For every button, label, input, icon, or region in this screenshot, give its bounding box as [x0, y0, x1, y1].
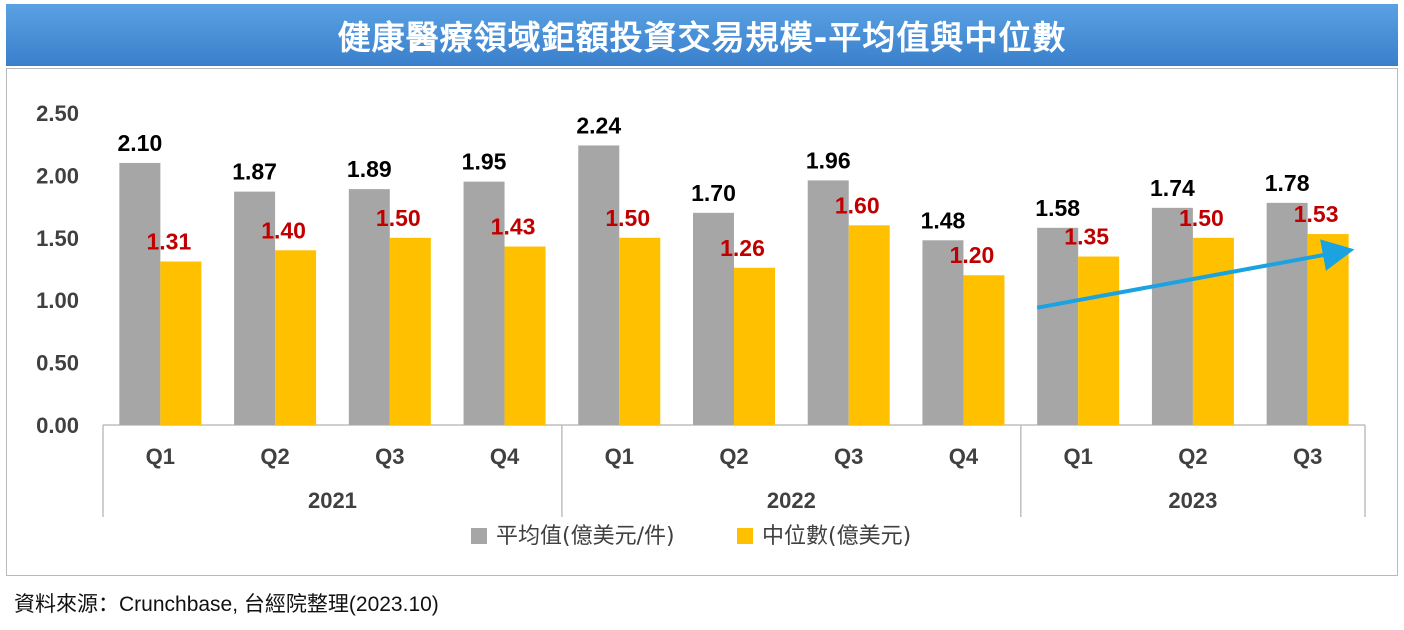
- bar-mean: [1266, 202, 1308, 425]
- chart-title: 健康醫療領域鉅額投資交易規模-平均值與中位數: [6, 4, 1398, 66]
- chart-area: 0.00 0.50 1.00 1.50 2.00 2.50 2021 2022 2023 Q1 Q2…: [6, 68, 1398, 576]
- bar-chart: 0.00 0.50 1.00 1.50 2.00 2.50 2021 2022 2023 Q1 Q2…: [36, 101, 1366, 549]
- bar-mean: [348, 189, 390, 425]
- data-label-mean: 1.96: [806, 147, 851, 173]
- bar-median: [1078, 256, 1120, 425]
- bar-median: [275, 250, 317, 425]
- bar-median: [1307, 234, 1349, 425]
- source-note: 資料來源：Crunchbase, 台經院整理(2023.10): [14, 593, 439, 616]
- x-tick-label: Q1: [1064, 444, 1093, 469]
- data-label-mean: 2.10: [117, 130, 162, 156]
- bar-mean: [693, 212, 734, 425]
- x-tick-label: Q3: [375, 444, 404, 469]
- x-tick-label: Q2: [719, 444, 748, 469]
- data-label-median: 1.40: [261, 217, 306, 243]
- bar-mean: [807, 180, 849, 425]
- bar-mean: [1151, 207, 1193, 425]
- data-label-median: 1.31: [146, 229, 191, 255]
- data-label-median: 1.50: [1179, 205, 1224, 231]
- legend-swatch-mean: [471, 528, 487, 544]
- x-tick-label: Q4: [490, 444, 520, 469]
- data-label-mean: 1.89: [347, 156, 392, 182]
- data-label-median: 1.26: [720, 235, 765, 261]
- data-label-mean: 2.24: [576, 112, 621, 138]
- bar-median: [1192, 237, 1234, 425]
- bar-median: [504, 246, 546, 425]
- data-label-median: 1.43: [491, 214, 536, 240]
- bar-median: [160, 261, 202, 425]
- data-label-mean: 1.87: [232, 159, 277, 185]
- data-label-median: 1.53: [1294, 201, 1339, 227]
- legend-label-mean: 平均值(億美元/件): [496, 524, 675, 549]
- x-tick-label: Q4: [949, 444, 979, 469]
- data-label-mean: 1.58: [1035, 195, 1080, 221]
- y-tick-label: 0.00: [36, 413, 79, 438]
- data-label-median: 1.50: [605, 205, 650, 231]
- y-tick-label: 2.00: [36, 163, 79, 188]
- bar-mean: [234, 191, 276, 425]
- y-tick-label: 1.50: [36, 226, 79, 251]
- legend-swatch-median: [737, 528, 753, 544]
- data-label-median: 1.20: [950, 242, 995, 268]
- x-group-label: 2022: [767, 488, 816, 513]
- bar-mean: [119, 162, 161, 426]
- bar-mean: [922, 240, 964, 425]
- data-label-mean: 1.78: [1265, 170, 1310, 196]
- x-tick-label: Q2: [260, 444, 289, 469]
- x-tick-label: Q3: [834, 444, 863, 469]
- data-label-mean: 1.95: [462, 149, 507, 175]
- bar-median: [619, 237, 661, 425]
- x-group-label: 2023: [1168, 488, 1217, 513]
- x-tick-label: Q3: [1293, 444, 1322, 469]
- legend-label-median: 中位數(億美元): [762, 524, 911, 549]
- bar-mean: [578, 145, 620, 425]
- data-label-mean: 1.48: [921, 207, 966, 233]
- bar-median: [848, 225, 890, 425]
- trend-arrow: [1036, 239, 1355, 310]
- y-tick-label: 0.50: [36, 351, 79, 376]
- data-label-mean: 1.70: [691, 180, 736, 206]
- bar-mean: [1037, 227, 1079, 425]
- data-label-mean: 1.74: [1150, 175, 1195, 201]
- bar-median: [734, 267, 775, 425]
- x-group-label: 2021: [308, 488, 357, 513]
- bar-median: [389, 237, 431, 425]
- bar-mean: [463, 181, 505, 425]
- bar-median: [963, 275, 1005, 425]
- x-tick-label: Q1: [605, 444, 634, 469]
- data-label-median: 1.60: [835, 192, 880, 218]
- x-tick-label: Q1: [146, 444, 175, 469]
- y-tick-label: 2.50: [36, 101, 79, 126]
- data-label-median: 1.50: [376, 205, 421, 231]
- data-label-median: 1.35: [1064, 224, 1109, 250]
- y-tick-label: 1.00: [36, 288, 79, 313]
- x-tick-label: Q2: [1178, 444, 1207, 469]
